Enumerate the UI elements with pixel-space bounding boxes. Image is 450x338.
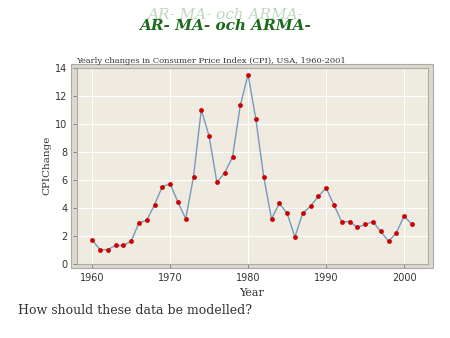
Point (135, 220, 143, 226)
Point (408, 222, 415, 227)
Point (104, 247, 111, 252)
Point (244, 72, 252, 77)
Point (315, 194, 322, 199)
X-axis label: Year: Year (239, 288, 265, 298)
Y-axis label: CPIChange: CPIChange (42, 136, 51, 195)
Point (338, 219, 345, 224)
Point (182, 216, 189, 221)
Point (276, 201, 283, 206)
Point (127, 239, 135, 244)
Point (206, 134, 213, 139)
Text: AR- MA- och ARMA-: AR- MA- och ARMA- (147, 8, 303, 22)
Point (221, 170, 228, 175)
Point (120, 243, 127, 248)
Point (237, 103, 244, 108)
Point (393, 230, 400, 236)
Point (143, 218, 150, 223)
Point (190, 174, 197, 179)
Text: AR- MA- och ARMA-: AR- MA- och ARMA- (139, 19, 311, 32)
Point (229, 154, 236, 160)
Point (369, 219, 377, 224)
Point (252, 117, 260, 122)
Point (400, 213, 408, 219)
Point (307, 203, 314, 209)
Point (291, 234, 298, 240)
Point (198, 107, 205, 112)
Point (260, 174, 267, 179)
Point (354, 224, 361, 230)
Point (112, 243, 119, 248)
Text: How should these data be modelled?: How should these data be modelled? (18, 304, 252, 317)
Point (299, 211, 306, 216)
Point (284, 211, 291, 216)
Point (323, 185, 330, 191)
Point (361, 222, 369, 227)
Point (96, 247, 104, 252)
Point (166, 181, 174, 187)
Point (346, 219, 353, 224)
Point (213, 180, 220, 185)
Point (330, 202, 338, 208)
Point (268, 216, 275, 221)
Point (385, 239, 392, 244)
Point (174, 199, 181, 205)
Text: Yearly changes in Consumer Price Index (CPI), USA, 1960-2001: Yearly changes in Consumer Price Index (… (76, 57, 346, 66)
Point (377, 229, 384, 234)
Point (89, 237, 96, 243)
Point (159, 184, 166, 189)
Point (151, 202, 158, 208)
